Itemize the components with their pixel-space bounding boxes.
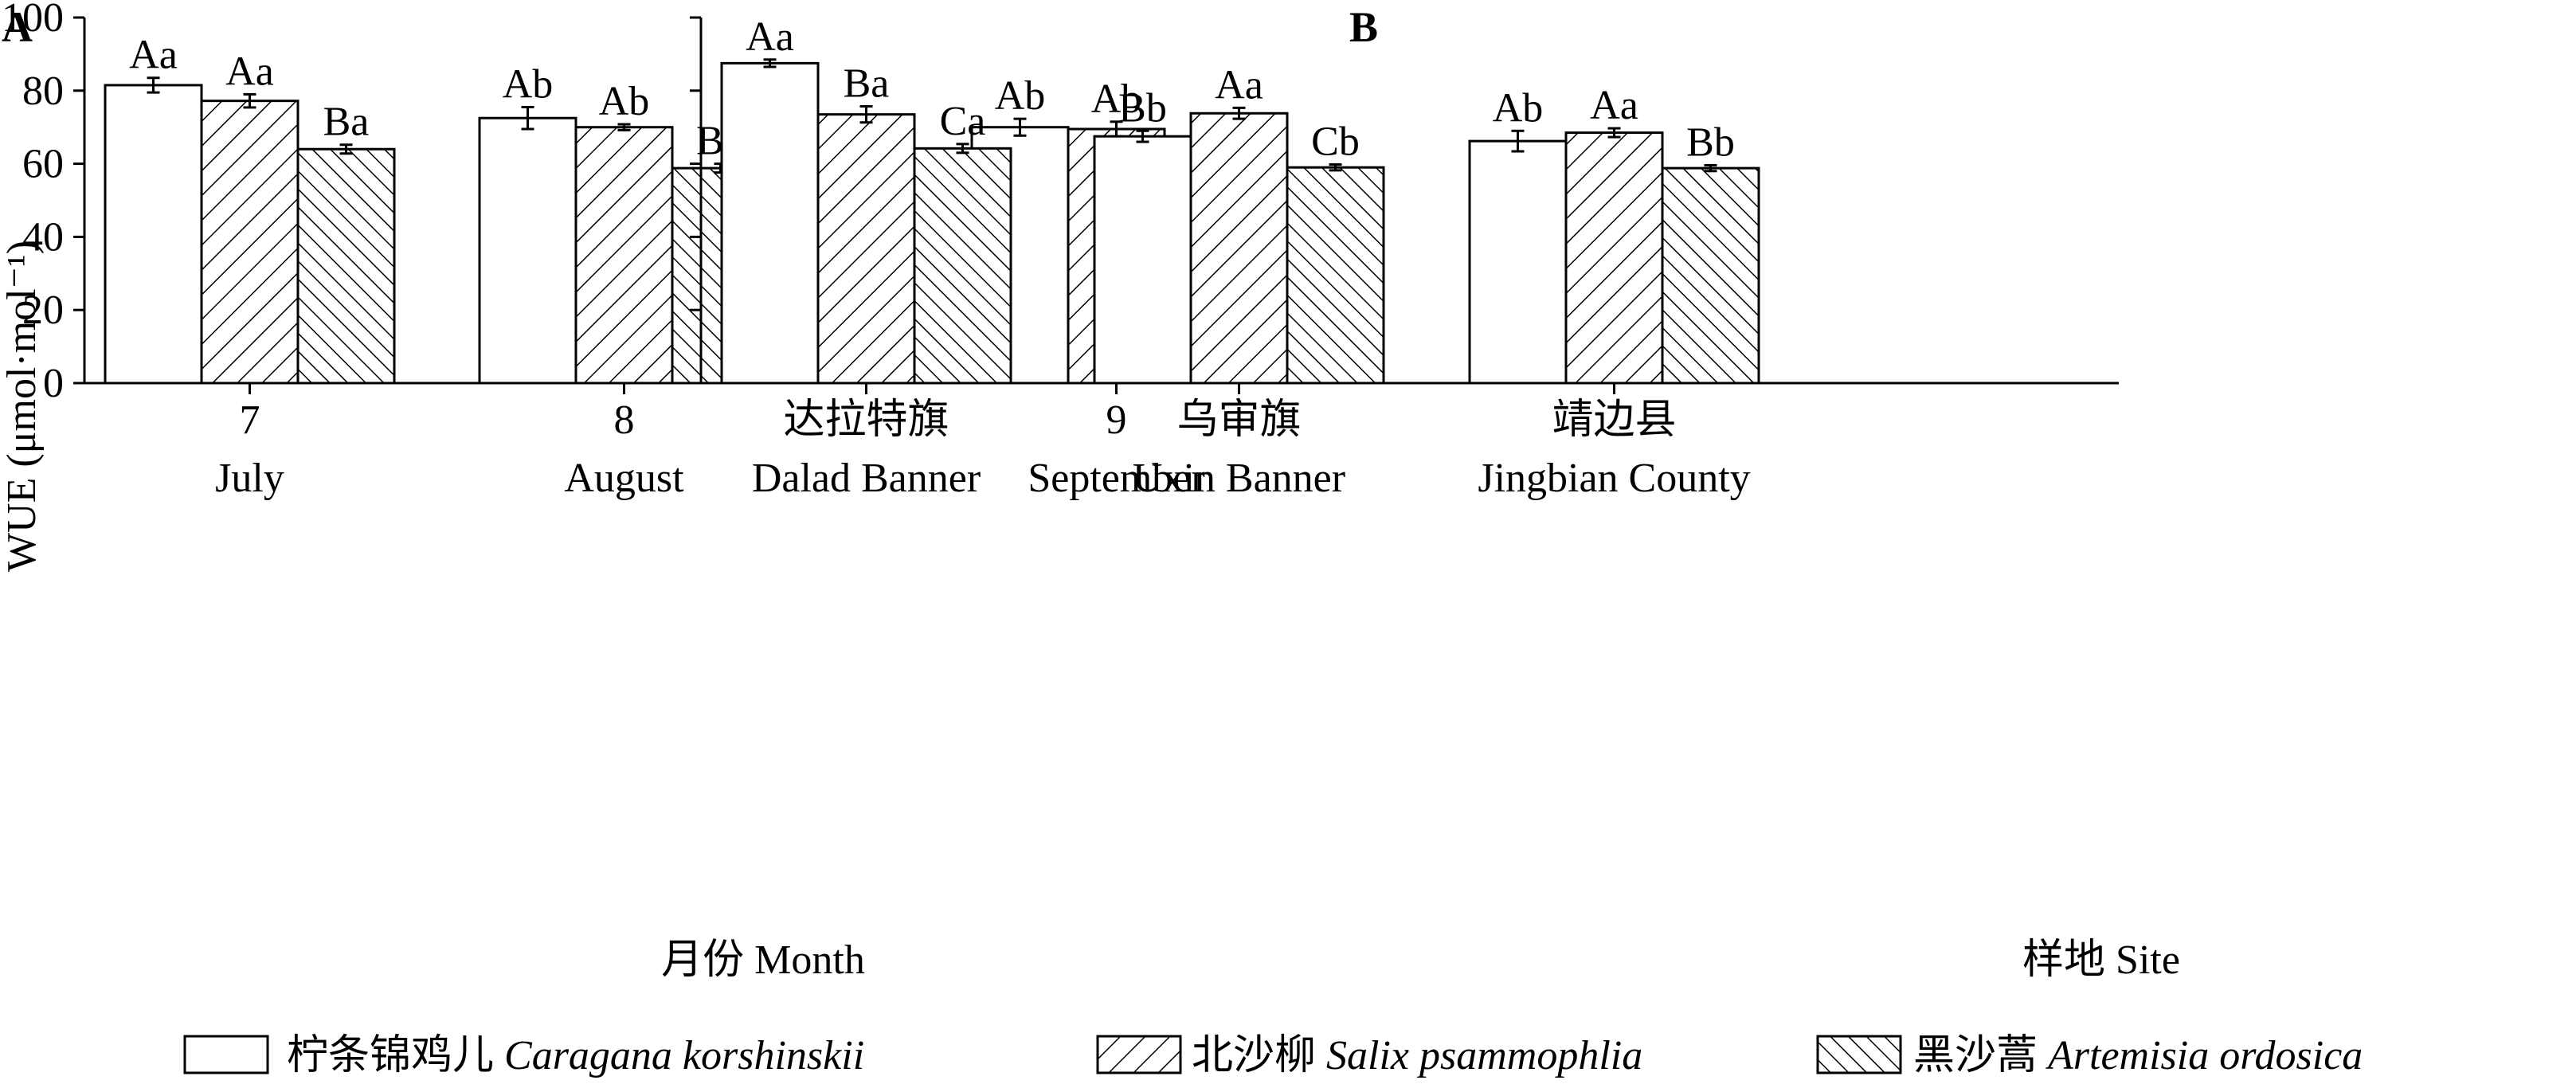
- x-category-label-b: 达拉特旗: [783, 397, 949, 443]
- bar-caragana-a: [478, 116, 577, 385]
- panel-a-chart: 0204060801007JulyAaAaBa8AugustAbAbBb9Sep…: [2, 0, 1282, 501]
- legend-latin-artemisia: Artemisia ordosica: [2046, 1033, 2363, 1078]
- legend-zh-salix: 北沙柳: [1192, 1033, 1316, 1078]
- bar-artemisia-b: [1286, 166, 1385, 385]
- y-tick-label: 80: [22, 68, 64, 114]
- bar-salix-a: [200, 100, 299, 385]
- x-category-sublabel-a: August: [564, 456, 684, 501]
- significance-label-b: Bb: [1118, 85, 1167, 131]
- x-category-label-a: 7: [240, 397, 260, 443]
- bar-salix-b: [1189, 112, 1289, 385]
- y-tick-label: 100: [2, 0, 64, 41]
- svg-text:北沙柳 Salix psammophlia: 北沙柳 Salix psammophlia: [1192, 1033, 1642, 1078]
- legend: 柠条锦鸡儿 Caragana korshinskii 北沙柳 Salix psa…: [183, 1033, 2363, 1078]
- bar-salix-a: [574, 126, 674, 385]
- significance-label-a: Ba: [323, 100, 370, 145]
- x-category-label-a: 9: [1106, 397, 1127, 443]
- x-category-sublabel-a: September: [1028, 456, 1204, 501]
- legend-item-salix: 北沙柳 Salix psammophlia: [1096, 1033, 1642, 1078]
- y-tick-label: 40: [22, 214, 64, 260]
- legend-swatch-caragana: [183, 1035, 269, 1074]
- legend-swatch-salix: [1096, 1035, 1182, 1074]
- x-category-sublabel-b: Uxin Banner: [1133, 456, 1345, 501]
- y-tick-label: 0: [43, 361, 64, 406]
- significance-label-a: Ab: [599, 79, 650, 124]
- x-axis-title-a: 月份 Month: [661, 937, 865, 983]
- x-category-label-b: 靖边县: [1552, 397, 1676, 443]
- panel-a-letter: A: [2, 3, 33, 51]
- legend-swatch-artemisia: [1816, 1035, 1902, 1074]
- y-tick-label: 20: [22, 288, 64, 333]
- significance-label-b: Aa: [1215, 62, 1263, 108]
- significance-label-b: Ab: [1493, 85, 1544, 131]
- significance-label-b: Cb: [1311, 119, 1360, 165]
- significance-label-a: Ab: [503, 61, 554, 107]
- bar-caragana-b: [720, 61, 820, 385]
- x-axis-title-b: 样地 Site: [2022, 937, 2180, 983]
- significance-label-a: Aa: [225, 49, 274, 94]
- x-category-sublabel-a: July: [215, 456, 284, 501]
- bar-salix-b: [1564, 131, 1664, 385]
- legend-latin-salix: Salix psammophlia: [1326, 1033, 1642, 1078]
- legend-latin-caragana: Caragana korshinskii: [504, 1033, 864, 1078]
- bar-salix-b: [816, 113, 916, 385]
- significance-label-a: Ab: [1091, 76, 1142, 122]
- x-category-sublabel-b: Dalad Banner: [752, 456, 981, 501]
- bar-caragana-a: [104, 84, 203, 385]
- significance-label-b: Aa: [1590, 83, 1638, 128]
- bar-caragana-b: [1093, 135, 1192, 385]
- y-tick-label: 60: [22, 142, 64, 187]
- significance-label-b: Ba: [844, 61, 890, 107]
- significance-label-b: Bb: [1686, 119, 1735, 165]
- panel-b-chart: 达拉特旗 Dalad Banner Aa Ba Ca 乌审旗 Uxin Banner Bb Aa…: [690, 14, 2119, 501]
- svg-text:黑沙蒿 Artemisia ordosica: 黑沙蒿 Artemisia ordosica: [1913, 1033, 2363, 1078]
- significance-label-a: Ab: [995, 73, 1046, 119]
- x-category-label-b: 乌审旗: [1176, 397, 1301, 443]
- legend-zh-artemisia: 黑沙蒿: [1913, 1033, 2038, 1078]
- bar-artemisia-a: [296, 147, 396, 385]
- x-category-label-a: 8: [614, 397, 635, 443]
- panel-b-letter: B: [1349, 3, 1378, 51]
- significance-label-b: Aa: [746, 14, 794, 60]
- bar-caragana-b: [1468, 139, 1568, 385]
- bar-artemisia-b: [913, 147, 1012, 385]
- legend-item-artemisia: 黑沙蒿 Artemisia ordosica: [1816, 1033, 2363, 1078]
- svg-text:柠条锦鸡儿 Caragana korshinskii: 柠条锦鸡儿 Caragana korshinskii: [287, 1033, 864, 1078]
- significance-label-b: Ca: [940, 99, 986, 144]
- x-category-sublabel-b: Jingbian County: [1478, 456, 1750, 501]
- legend-zh-caragana: 柠条锦鸡儿: [287, 1033, 494, 1078]
- legend-item-caragana: 柠条锦鸡儿 Caragana korshinskii: [183, 1033, 864, 1078]
- y-axis-title: WUE (μmol·mol⁻¹): [0, 241, 45, 572]
- bar-artemisia-b: [1661, 166, 1760, 385]
- significance-label-a: Aa: [129, 33, 178, 78]
